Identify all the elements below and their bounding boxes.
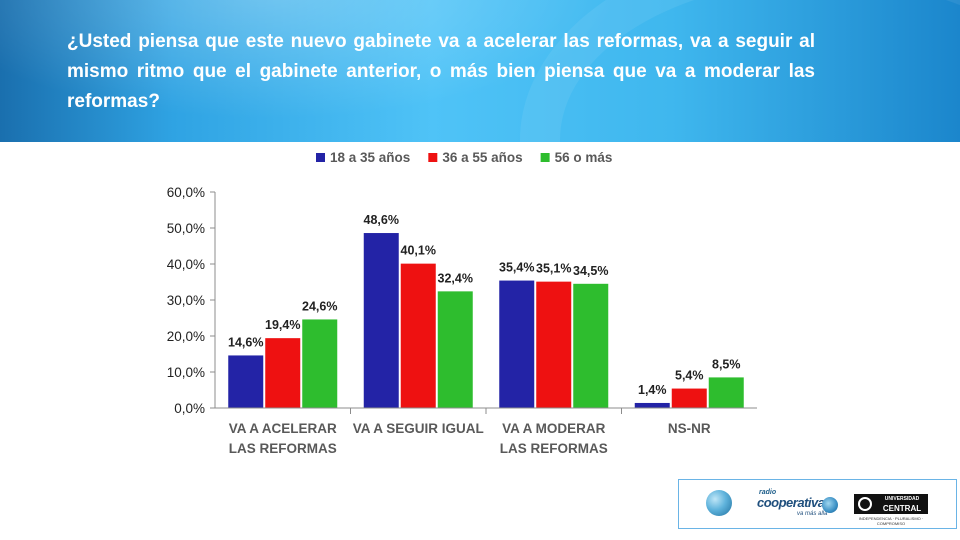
bar — [536, 281, 572, 408]
globe-icon — [706, 490, 732, 516]
bar — [302, 319, 338, 408]
legend-swatch — [428, 153, 438, 162]
legend-label: 36 a 55 años — [442, 150, 522, 165]
y-tick-label: 20,0% — [167, 329, 205, 344]
chart-legend: 18 a 35 años 36 a 55 años 56 o más — [316, 150, 612, 165]
x-category-label: NS-NR — [668, 421, 711, 436]
legend-swatch — [316, 153, 325, 162]
y-tick-label: 60,0% — [167, 185, 205, 200]
data-label: 48,6% — [364, 213, 399, 227]
x-category-label: VA A ACELERAR — [229, 421, 337, 436]
data-label: 1,4% — [638, 383, 667, 397]
data-label: 8,5% — [712, 357, 741, 371]
data-label: 40,1% — [401, 244, 436, 258]
legend-label: 56 o más — [555, 150, 613, 165]
data-label: 35,1% — [536, 262, 571, 276]
x-category-label: VA A MODERAR — [502, 421, 605, 436]
bar — [671, 388, 707, 408]
data-label: 5,4% — [675, 369, 704, 383]
uc-name-line1: UNIVERSIDAD — [884, 496, 920, 502]
y-tick-label: 0,0% — [174, 401, 205, 416]
bar — [400, 263, 436, 408]
data-label: 32,4% — [438, 271, 473, 285]
x-axis: VA A ACELERAR LAS REFORMAS VA A SEGUIR IGU… — [215, 407, 757, 456]
radio-label: radio — [759, 489, 777, 496]
data-label: 19,4% — [265, 318, 300, 332]
legend-label: 18 a 35 años — [330, 150, 410, 165]
data-label: 34,5% — [573, 264, 608, 278]
y-tick-label: 40,0% — [167, 257, 205, 272]
uc-circle-icon — [858, 497, 872, 511]
y-tick-label: 10,0% — [167, 365, 205, 380]
bars-group: 14,6%19,4%24,6% 48,6% 40,1%32,4% 35,4% 35,1%… — [228, 213, 744, 408]
bar — [265, 338, 301, 408]
data-label: 14,6% — [228, 335, 263, 349]
bar — [437, 291, 473, 408]
bar — [363, 233, 399, 408]
cooperativa-logo: cooperativa — [757, 495, 825, 510]
y-tick-label: 30,0% — [167, 293, 205, 308]
sponsor-logos: radio cooperativa va más allá UNIVERSIDA… — [678, 479, 957, 529]
cooperativa-tagline: va más allá — [797, 511, 828, 517]
bar — [634, 402, 670, 408]
header-banner: ¿Usted piensa que este nuevo gabinete va… — [0, 0, 960, 142]
bar — [708, 377, 744, 408]
bar — [499, 280, 535, 408]
x-category-label: LAS REFORMAS — [500, 441, 608, 456]
bar — [228, 355, 264, 408]
data-label: 35,4% — [499, 261, 534, 275]
bar — [573, 283, 609, 408]
x-category-label: VA A SEGUIR IGUAL — [353, 421, 484, 436]
y-tick-label: 50,0% — [167, 221, 205, 236]
universidad-central-logo: UNIVERSIDAD CENTRAL — [854, 494, 928, 514]
uc-motto: INDEPENDENCIA · PLURALISMO · COMPROMISO — [858, 516, 924, 526]
legend-swatch — [540, 153, 550, 162]
cooperativa-mark-icon — [822, 497, 838, 513]
data-label: 24,6% — [302, 299, 337, 313]
y-axis: 0,0% 10,0% 20,0% 30,0% 40,0% 50,0% 60,0% — [167, 185, 216, 416]
bar-chart: 18 a 35 años 36 a 55 años 56 o más 0,0% 10,… — [167, 150, 757, 456]
uc-name-line2: CENTRAL — [882, 504, 922, 513]
survey-question: ¿Usted piensa que este nuevo gabinete va… — [67, 31, 815, 112]
x-category-label: LAS REFORMAS — [229, 441, 337, 456]
